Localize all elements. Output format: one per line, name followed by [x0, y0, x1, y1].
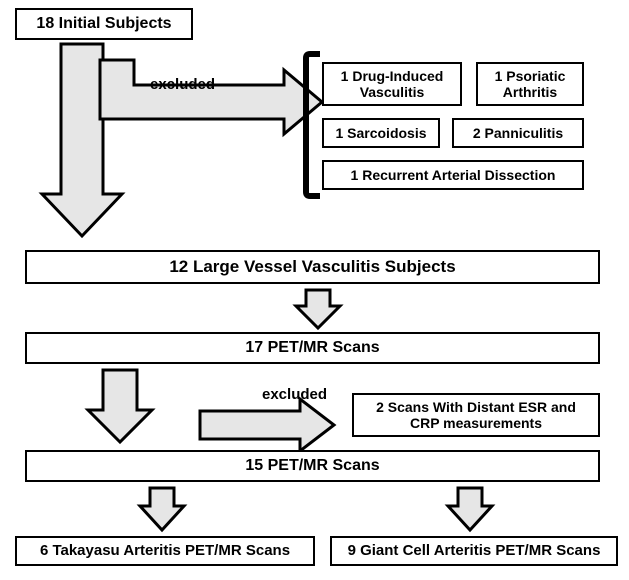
box-pann: 2 Panniculitis [452, 118, 584, 148]
box-initial: 18 Initial Subjects [15, 8, 193, 40]
arrow-right1 [97, 57, 325, 137]
box-pet15: 15 PET/MR Scans [25, 450, 600, 482]
box-pet17: 17 PET/MR Scans [25, 332, 600, 364]
box-dissection: 1 Recurrent Arterial Dissection [322, 160, 584, 190]
box-giant: 9 Giant Cell Arteritis PET/MR Scans [330, 536, 618, 566]
box-drug: 1 Drug-Induced Vasculitis [322, 62, 462, 106]
box-lvv: 12 Large Vessel Vasculitis Subjects [25, 250, 600, 284]
box-sarc: 1 Sarcoidosis [322, 118, 440, 148]
label-excl2: excluded [262, 386, 327, 403]
arrow-down2 [293, 287, 343, 331]
box-takayasu: 6 Takayasu Arteritis PET/MR Scans [15, 536, 315, 566]
box-distant: 2 Scans With Distant ESR and CRP measure… [352, 393, 600, 437]
arrow-down5 [445, 485, 495, 533]
arrow-right2 [197, 396, 337, 454]
arrow-down3 [85, 367, 155, 445]
arrow-down4 [137, 485, 187, 533]
box-psoriatic: 1 Psoriatic Arthritis [476, 62, 584, 106]
bracket-excluded [303, 51, 323, 199]
flowchart-canvas: 18 Initial Subjects 1 Drug-Induced Vascul… [0, 0, 629, 580]
label-excl1: excluded [150, 76, 215, 93]
